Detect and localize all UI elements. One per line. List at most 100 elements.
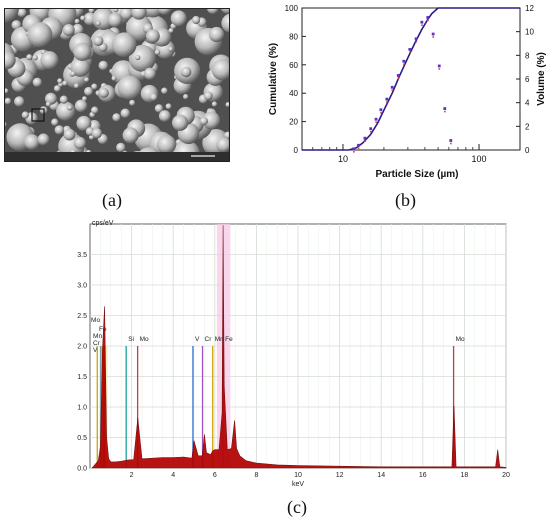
powder-particle bbox=[143, 67, 156, 80]
powder-particle bbox=[168, 28, 174, 34]
psd-volume-point-secondary bbox=[364, 140, 366, 142]
psd-volume-point bbox=[369, 127, 373, 131]
psd-y-axis-label: Cumulative (%) bbox=[268, 43, 279, 115]
eds-x-tick-label: 18 bbox=[461, 472, 469, 479]
powder-particle bbox=[154, 49, 161, 56]
powder-particle bbox=[135, 54, 141, 61]
eds-spectrum-fill bbox=[91, 225, 507, 469]
powder-particle bbox=[183, 94, 189, 100]
powder-particle bbox=[73, 83, 80, 89]
eds-element-label: Fe bbox=[99, 326, 107, 333]
psd-y2-tick-label: 8 bbox=[525, 51, 530, 60]
eds-chart: Mo Fe Mn Cr V Si Mo V Cr Mn Fe Mo 2 4 6 8 10 12 14 16 18 20 0.… bbox=[60, 216, 550, 488]
powder-particle bbox=[199, 117, 208, 126]
powder-particle bbox=[5, 9, 19, 24]
psd-y-tick-label: 40 bbox=[289, 89, 298, 98]
psd-volume-point bbox=[408, 48, 412, 51]
eds-x-tick-label: 12 bbox=[336, 472, 344, 479]
psd-volume-point-secondary bbox=[450, 142, 452, 145]
eds-x-axis-label: keV bbox=[292, 481, 304, 488]
powder-particle bbox=[91, 128, 103, 139]
powder-particle bbox=[216, 137, 229, 153]
psd-volume-point-secondary bbox=[391, 89, 394, 92]
psd-volume-point bbox=[390, 85, 394, 89]
powder-particle bbox=[40, 51, 59, 70]
powder-particle bbox=[111, 32, 137, 57]
caption-c: (c) bbox=[287, 497, 307, 517]
powder-particle bbox=[5, 88, 9, 94]
powder-particle bbox=[120, 108, 131, 119]
psd-volume-point-secondary bbox=[427, 19, 429, 22]
powder-particle bbox=[70, 57, 90, 77]
eds-x-tick-label: 16 bbox=[419, 472, 427, 479]
powder-particle bbox=[107, 12, 123, 28]
eds-x-tick-label: 10 bbox=[294, 472, 302, 479]
psd-cumulative-line bbox=[302, 7, 520, 151]
powder-particle bbox=[88, 9, 95, 13]
psd-volume-point-secondary bbox=[438, 68, 441, 70]
powder-particle bbox=[192, 15, 201, 25]
powder-particle bbox=[26, 54, 33, 61]
eds-y-tick-label: 3.5 bbox=[77, 252, 87, 259]
powder-particle bbox=[62, 80, 68, 86]
powder-particle bbox=[111, 75, 117, 81]
psd-y2-tick-label: 0 bbox=[525, 146, 530, 155]
psd-volume-point-secondary bbox=[397, 77, 400, 80]
eds-y-tick-label: 3.0 bbox=[77, 283, 87, 290]
eds-x-tick-label: 8 bbox=[254, 472, 258, 479]
powder-particle bbox=[5, 51, 16, 70]
powder-particle bbox=[84, 77, 90, 83]
powder-particle bbox=[117, 75, 142, 100]
powder-particle bbox=[63, 128, 76, 141]
psd-plot: 10 100 0 20 40 60 80 100 0 2 4 6 8 10 12 Particle Size … bbox=[268, 4, 547, 180]
powder-particle bbox=[116, 142, 126, 153]
psd-volume-point bbox=[357, 143, 360, 147]
eds-element-label: Mo bbox=[456, 336, 465, 343]
psd-volume-point-secondary bbox=[444, 110, 446, 113]
sem-micrograph bbox=[4, 8, 230, 162]
powder-particle bbox=[113, 9, 119, 13]
psd-volume-point bbox=[449, 139, 453, 142]
eds-element-label: Si bbox=[128, 336, 134, 343]
eds-y-tick-label: 2.5 bbox=[77, 313, 87, 320]
powder-particle bbox=[112, 113, 121, 122]
powder-particle bbox=[21, 111, 29, 119]
powder-particle bbox=[221, 13, 229, 33]
caption-a: (a) bbox=[102, 190, 122, 210]
sem-image bbox=[5, 9, 229, 161]
powder-particle bbox=[37, 133, 50, 146]
powder-particle bbox=[211, 58, 229, 81]
eds-x-tick-label: 4 bbox=[171, 472, 175, 479]
powder-particle bbox=[91, 106, 99, 114]
psd-y-tick-label: 100 bbox=[285, 4, 299, 13]
psd-volume-point-secondary bbox=[386, 101, 388, 103]
psd-volume-point-secondary bbox=[380, 111, 382, 114]
eds-y-tick-label: 0.0 bbox=[77, 466, 87, 473]
powder-particle bbox=[73, 136, 86, 150]
psd-volume-point-secondary bbox=[415, 40, 418, 43]
powder-particle bbox=[154, 104, 164, 113]
powder-particle bbox=[91, 83, 98, 90]
eds-y-tick-label: 1.0 bbox=[77, 405, 87, 412]
psd-volume-point bbox=[374, 117, 378, 121]
psd-plot-frame bbox=[301, 7, 521, 151]
psd-volume-point-secondary bbox=[421, 24, 423, 26]
powder-particle bbox=[74, 18, 80, 24]
powder-particle bbox=[161, 87, 168, 95]
powder-particle bbox=[207, 9, 219, 15]
powder-particle bbox=[32, 77, 42, 88]
psd-y-tick-label: 20 bbox=[289, 118, 298, 127]
powder-particle bbox=[119, 9, 133, 20]
powder-particle bbox=[74, 99, 88, 113]
psd-y2-tick-label: 4 bbox=[525, 99, 530, 108]
powder-particle bbox=[76, 115, 92, 131]
eds-element-label: Mo bbox=[91, 317, 100, 324]
powder-particle bbox=[131, 9, 147, 20]
powder-particle bbox=[98, 60, 109, 71]
powder-particle bbox=[56, 101, 76, 121]
powder-particle bbox=[128, 44, 156, 72]
powder-particle bbox=[156, 134, 177, 155]
powder-particle bbox=[211, 101, 218, 107]
powder-particle bbox=[24, 134, 40, 150]
